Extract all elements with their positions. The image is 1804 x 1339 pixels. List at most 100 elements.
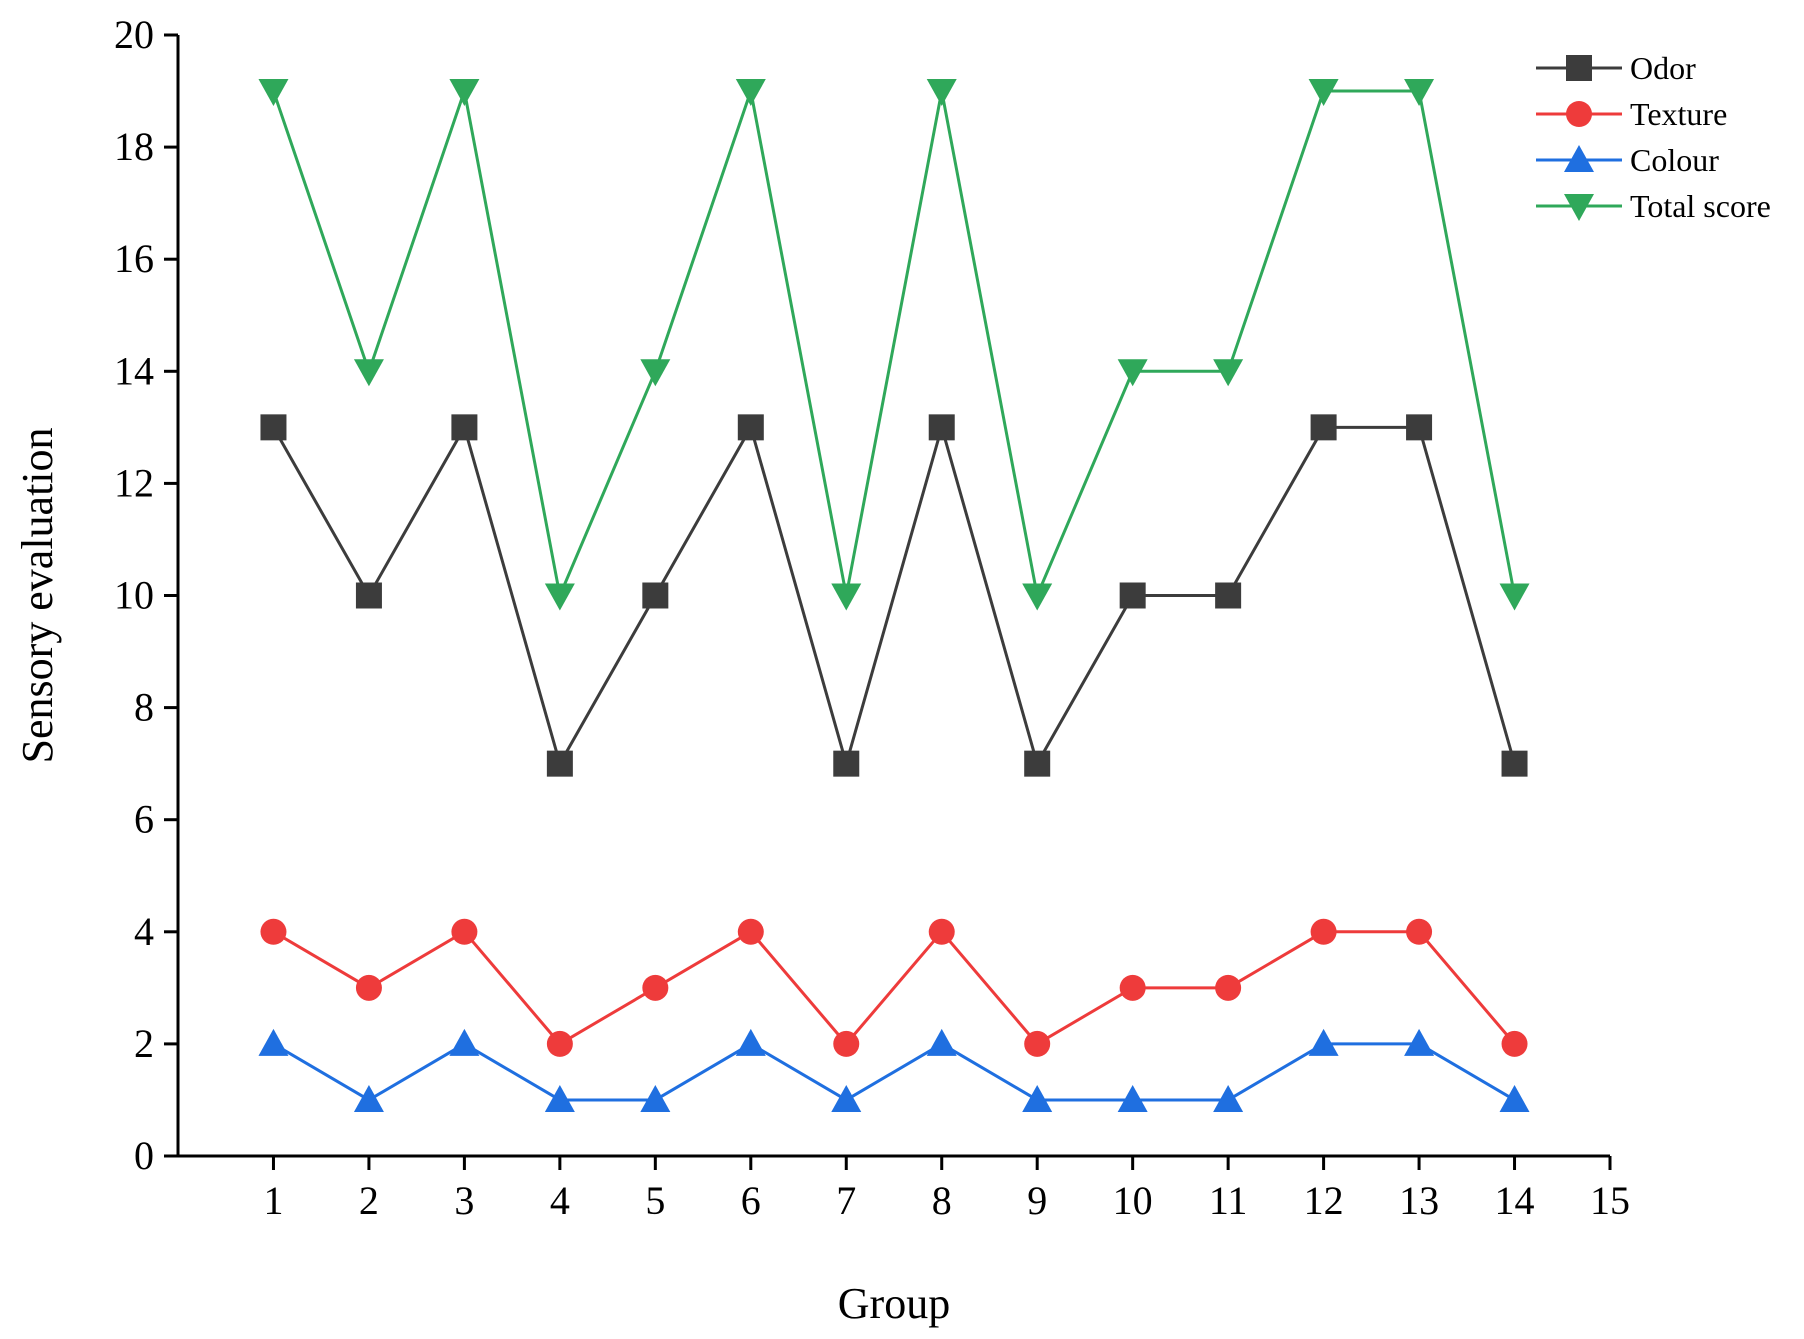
data-point-total-score [640,359,671,387]
legend-marker [1564,194,1594,221]
x-tick-label: 3 [454,1178,474,1223]
series-odor [260,414,1528,777]
data-point-colour [353,1084,384,1112]
legend-item-total-score: Total score [1536,188,1771,224]
data-point-odor [928,414,955,441]
legend-item-odor: Odor [1536,50,1696,86]
y-tick-label: 14 [114,348,154,393]
legend-label: Odor [1630,50,1696,86]
series-line-texture [272,929,1516,1047]
data-point-colour [449,1028,480,1056]
data-point-texture [546,1030,573,1057]
data-point-texture [928,918,955,945]
data-point-texture [1119,974,1146,1001]
x-tick-label: 10 [1113,1178,1153,1223]
data-point-total-score [1499,583,1530,611]
data-point-colour [1117,1084,1148,1112]
data-point-odor [1310,414,1337,441]
data-point-texture [737,918,764,945]
x-tick-label: 4 [550,1178,570,1223]
data-point-odor [1406,414,1433,441]
series-total-score [258,79,1530,611]
data-point-total-score [353,359,384,387]
data-point-odor [833,750,860,777]
series-line-odor [272,421,1516,770]
legend-marker [1566,101,1592,127]
y-tick-label: 8 [134,685,154,730]
legend-marker [1564,145,1594,172]
legend-label: Texture [1630,96,1727,132]
data-point-texture [833,1030,860,1057]
data-point-texture [1215,974,1242,1001]
data-point-total-score [258,79,289,107]
data-point-colour [1308,1028,1339,1056]
y-tick-label: 16 [114,236,154,281]
data-point-odor [355,582,382,609]
series-line-total-score [272,85,1517,601]
y-tick-label: 18 [114,124,154,169]
data-point-colour [258,1028,289,1056]
data-point-colour [1404,1028,1435,1056]
x-tick-label: 2 [359,1178,379,1223]
series-texture [260,918,1528,1057]
data-point-texture [451,918,478,945]
legend-item-texture: Texture [1536,96,1727,132]
data-point-odor [260,414,287,441]
x-tick-label: 14 [1495,1178,1535,1223]
y-tick-label: 12 [114,460,154,505]
data-point-total-score [449,79,480,107]
data-point-texture [642,974,669,1001]
data-point-total-score [1022,583,1053,611]
x-tick-label: 9 [1027,1178,1047,1223]
legend-label: Total score [1630,188,1771,224]
x-tick-label: 11 [1209,1178,1248,1223]
x-tick-label: 13 [1399,1178,1439,1223]
data-point-total-score [1117,359,1148,387]
data-point-colour [544,1084,575,1112]
legend-marker [1566,55,1592,81]
x-tick-label: 15 [1590,1178,1630,1223]
x-tick-label: 12 [1304,1178,1344,1223]
data-point-texture [1406,918,1433,945]
series-line-colour [272,1042,1516,1102]
data-point-total-score [1308,79,1339,107]
series-layer [258,79,1530,1112]
data-point-odor [642,582,669,609]
x-tick-label: 5 [645,1178,665,1223]
x-tick-label: 1 [263,1178,283,1223]
legend-item-colour: Colour [1536,142,1719,178]
data-point-texture [355,974,382,1001]
data-point-texture [1024,1030,1051,1057]
y-tick-label: 20 [114,12,154,57]
data-point-colour [831,1084,862,1112]
data-point-odor [451,414,478,441]
data-point-odor [546,750,573,777]
y-tick-label: 4 [134,909,154,954]
data-point-colour [1499,1084,1530,1112]
y-tick-label: 2 [134,1021,154,1066]
data-point-total-score [735,79,766,107]
y-tick-label: 6 [134,797,154,842]
data-point-colour [640,1084,671,1112]
data-point-total-score [831,583,862,611]
data-point-odor [1215,582,1242,609]
data-point-texture [260,918,287,945]
x-tick-label: 6 [741,1178,761,1223]
data-point-odor [1024,750,1051,777]
data-point-odor [1119,582,1146,609]
series-colour [258,1028,1530,1112]
y-tick-label: 0 [134,1133,154,1178]
x-tick-label: 8 [932,1178,952,1223]
x-tick-label: 7 [836,1178,856,1223]
data-point-total-score [1213,359,1244,387]
data-point-colour [735,1028,766,1056]
y-tick-label: 10 [114,573,154,618]
legend-label: Colour [1630,142,1719,178]
data-point-total-score [1404,79,1435,107]
y-axis-title: Sensory evaluation [13,427,62,763]
data-point-odor [737,414,764,441]
data-point-odor [1501,750,1528,777]
data-point-total-score [544,583,575,611]
